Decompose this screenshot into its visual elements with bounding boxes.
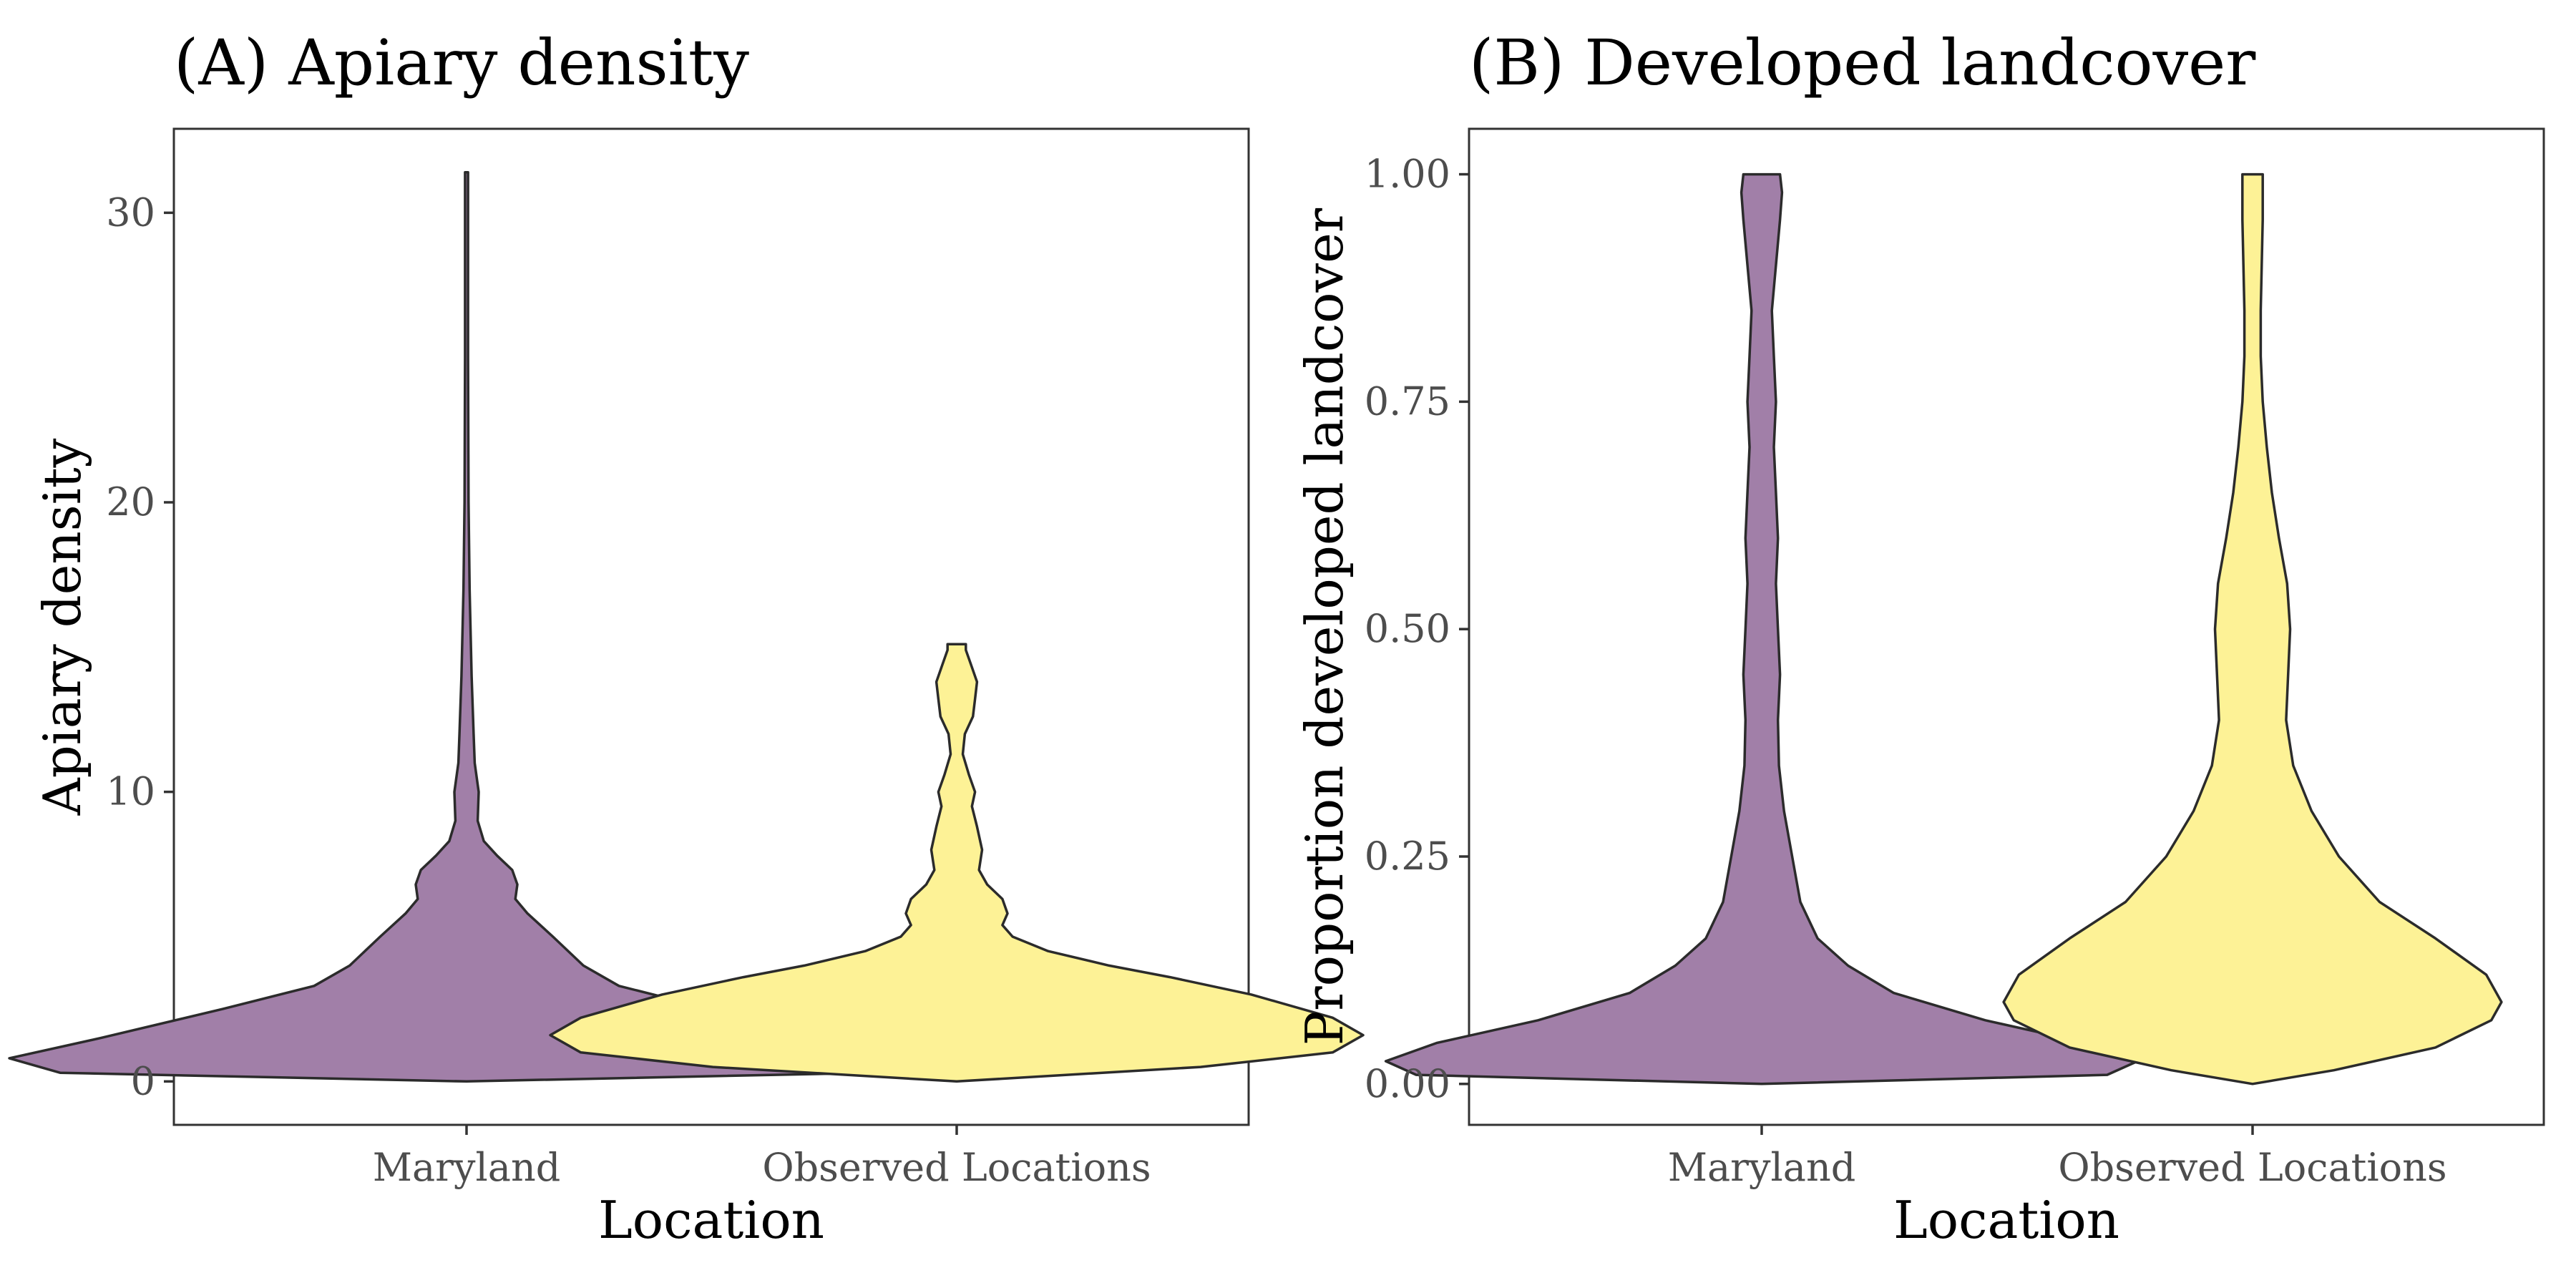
- panel-title: (B) Developed landcover: [1469, 26, 2256, 99]
- y-tick-label: 0.25: [1365, 834, 1450, 879]
- violin-maryland: [8, 170, 925, 1083]
- x-tick-label: Observed Locations: [2058, 1145, 2446, 1190]
- violin-observed-locations: [2002, 172, 2503, 1085]
- x-axis: Maryland Observed Locations: [1668, 1125, 2447, 1190]
- x-axis: Maryland Observed Locations: [373, 1125, 1151, 1190]
- y-axis: 0.00 0.25 0.50 0.75 1.00: [1365, 152, 1469, 1106]
- y-tick-label: 0.75: [1365, 379, 1450, 424]
- y-tick-label: 1.00: [1365, 152, 1450, 197]
- violin-observed-locations: [549, 643, 1365, 1083]
- violin-maryland: [1384, 172, 2140, 1085]
- y-axis: 0 10 20 30: [106, 190, 174, 1103]
- y-axis-title: Apiary density: [32, 438, 92, 816]
- y-tick-label: 0.00: [1365, 1061, 1450, 1106]
- panel-title: (A) Apiary density: [174, 26, 749, 99]
- x-tick-label: Maryland: [373, 1145, 561, 1190]
- violins: [1384, 172, 2503, 1085]
- y-tick-label: 10: [106, 769, 155, 814]
- y-tick-label: 30: [106, 190, 155, 235]
- y-tick-label: 0: [131, 1058, 155, 1103]
- plot-frame: [172, 127, 1250, 1126]
- violins: [8, 170, 1365, 1083]
- x-axis-title: Location: [598, 1190, 824, 1250]
- y-tick-label: 20: [106, 479, 155, 525]
- y-tick-label: 0.50: [1365, 606, 1450, 651]
- panel-developed-landcover: (B) Developed landcover 0.00 0.25 0.50 0.75…: [1294, 26, 2545, 1250]
- x-tick-label: Maryland: [1668, 1145, 1856, 1190]
- panel-apiary-density: (A) Apiary density 0 10 20 30 Maryland Obser…: [8, 26, 1365, 1250]
- x-axis-title: Location: [1893, 1190, 2119, 1250]
- plot-frame: [1468, 127, 2545, 1126]
- y-axis-title: Proportion developed landcover: [1294, 208, 1355, 1045]
- x-tick-label: Observed Locations: [762, 1145, 1151, 1190]
